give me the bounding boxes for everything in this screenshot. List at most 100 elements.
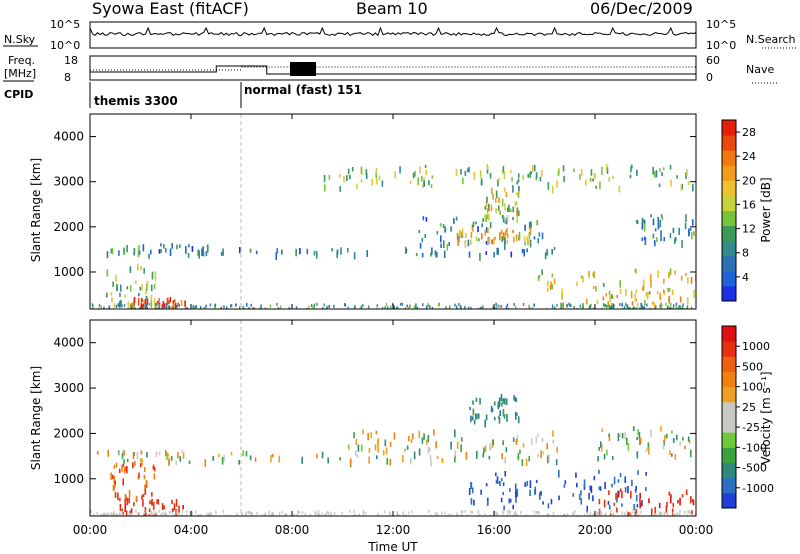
echo-cell xyxy=(460,169,462,175)
echo-cell xyxy=(295,248,297,257)
echo-cell xyxy=(631,301,634,306)
echo-cell xyxy=(505,191,508,198)
echo-cell xyxy=(502,511,505,515)
echo-cell xyxy=(655,305,657,309)
echo-cell xyxy=(635,494,638,502)
colorbar-tick-label: 28 xyxy=(742,126,756,139)
echo-cell xyxy=(551,249,553,255)
echo-cell xyxy=(195,510,197,514)
echo-cell xyxy=(336,251,338,259)
echo-cell xyxy=(92,304,94,308)
echo-cell xyxy=(357,444,360,452)
echo-cell xyxy=(476,450,478,459)
echo-cell xyxy=(506,414,508,422)
echo-cell xyxy=(344,303,347,307)
echo-cell xyxy=(98,303,101,307)
freq-frame xyxy=(89,55,697,81)
echo-cell xyxy=(309,513,312,516)
echo-cell xyxy=(433,429,435,436)
echo-cell xyxy=(656,514,658,516)
echo-cell xyxy=(608,490,610,495)
echo-cell xyxy=(486,207,489,214)
echo-cell xyxy=(178,512,181,516)
echo-cell xyxy=(471,416,474,421)
echo-cell xyxy=(413,305,416,309)
echo-cell xyxy=(514,510,517,514)
echo-cell xyxy=(480,489,482,495)
echo-cell xyxy=(476,413,478,420)
echo-cell xyxy=(636,219,639,225)
echo-cell xyxy=(174,514,176,516)
echo-cell xyxy=(484,229,487,236)
echo-cell xyxy=(472,400,474,405)
echo-cell xyxy=(511,176,513,182)
echo-cell xyxy=(399,302,402,306)
echo-cell xyxy=(473,499,475,506)
echo-cell xyxy=(133,297,136,303)
echo-cell xyxy=(404,246,407,254)
echo-cell xyxy=(494,236,496,241)
power-ylabel: Slant Range [km] xyxy=(29,158,43,262)
echo-cell xyxy=(605,293,608,297)
echo-cell xyxy=(218,453,220,458)
echo-cell xyxy=(629,307,631,309)
echo-cell xyxy=(692,499,695,506)
echo-cell xyxy=(631,479,633,487)
echo-cell xyxy=(575,472,577,478)
echo-cell xyxy=(584,513,586,516)
echo-cell xyxy=(553,246,556,250)
echo-cell xyxy=(360,444,363,452)
echo-cell xyxy=(126,245,128,253)
echo-cell xyxy=(376,307,378,309)
echo-cell xyxy=(420,175,423,182)
echo-cell xyxy=(592,495,594,502)
echo-cell xyxy=(459,304,462,308)
nsearch-tick-low: 10^0 xyxy=(706,39,736,52)
power-panel: 1000 2000 3000 4000 Slant Range [km] 4 8 12 16… xyxy=(29,113,773,310)
freq-label: Freq. xyxy=(8,54,35,67)
echo-cell xyxy=(512,229,514,234)
x-tick-label: 00:00 xyxy=(73,523,108,537)
x-tick-label: 20:00 xyxy=(578,523,613,537)
echo-cell xyxy=(610,303,613,307)
echo-cell xyxy=(482,453,485,458)
echo-cell xyxy=(146,452,148,458)
echo-cell xyxy=(428,180,430,186)
echo-cell xyxy=(167,305,169,309)
echo-cell xyxy=(660,512,663,516)
echo-cell xyxy=(149,500,151,505)
echo-cell xyxy=(152,502,155,510)
echo-cell xyxy=(113,511,115,515)
echo-cell xyxy=(133,514,135,516)
echo-cell xyxy=(639,437,642,444)
echo-cell xyxy=(430,252,432,257)
echo-cell xyxy=(368,456,370,464)
echo-cell xyxy=(507,513,509,516)
echo-cell xyxy=(580,490,582,496)
echo-cell xyxy=(625,288,627,297)
echo-cell xyxy=(652,513,654,516)
echo-cell xyxy=(657,222,660,230)
echo-cell xyxy=(179,244,181,248)
echo-cell xyxy=(625,437,628,445)
echo-cell xyxy=(278,455,281,463)
echo-cell xyxy=(496,512,499,516)
echo-cell xyxy=(151,271,154,280)
echo-cell xyxy=(163,303,166,308)
echo-cell xyxy=(669,268,672,276)
echo-cell xyxy=(672,511,674,515)
echo-cell xyxy=(593,475,596,481)
echo-cell xyxy=(680,275,683,281)
echo-cell xyxy=(406,304,408,308)
echo-cell xyxy=(271,512,273,516)
echo-cell xyxy=(362,429,364,435)
echo-cell xyxy=(460,231,463,237)
colorbar-swatch xyxy=(722,165,736,181)
echo-cell xyxy=(171,499,173,505)
echo-cell xyxy=(437,303,440,307)
echo-cell xyxy=(509,208,512,212)
echo-cell xyxy=(504,237,506,244)
echo-cell xyxy=(317,512,319,516)
echo-cell xyxy=(457,239,459,247)
echo-cell xyxy=(186,509,188,513)
